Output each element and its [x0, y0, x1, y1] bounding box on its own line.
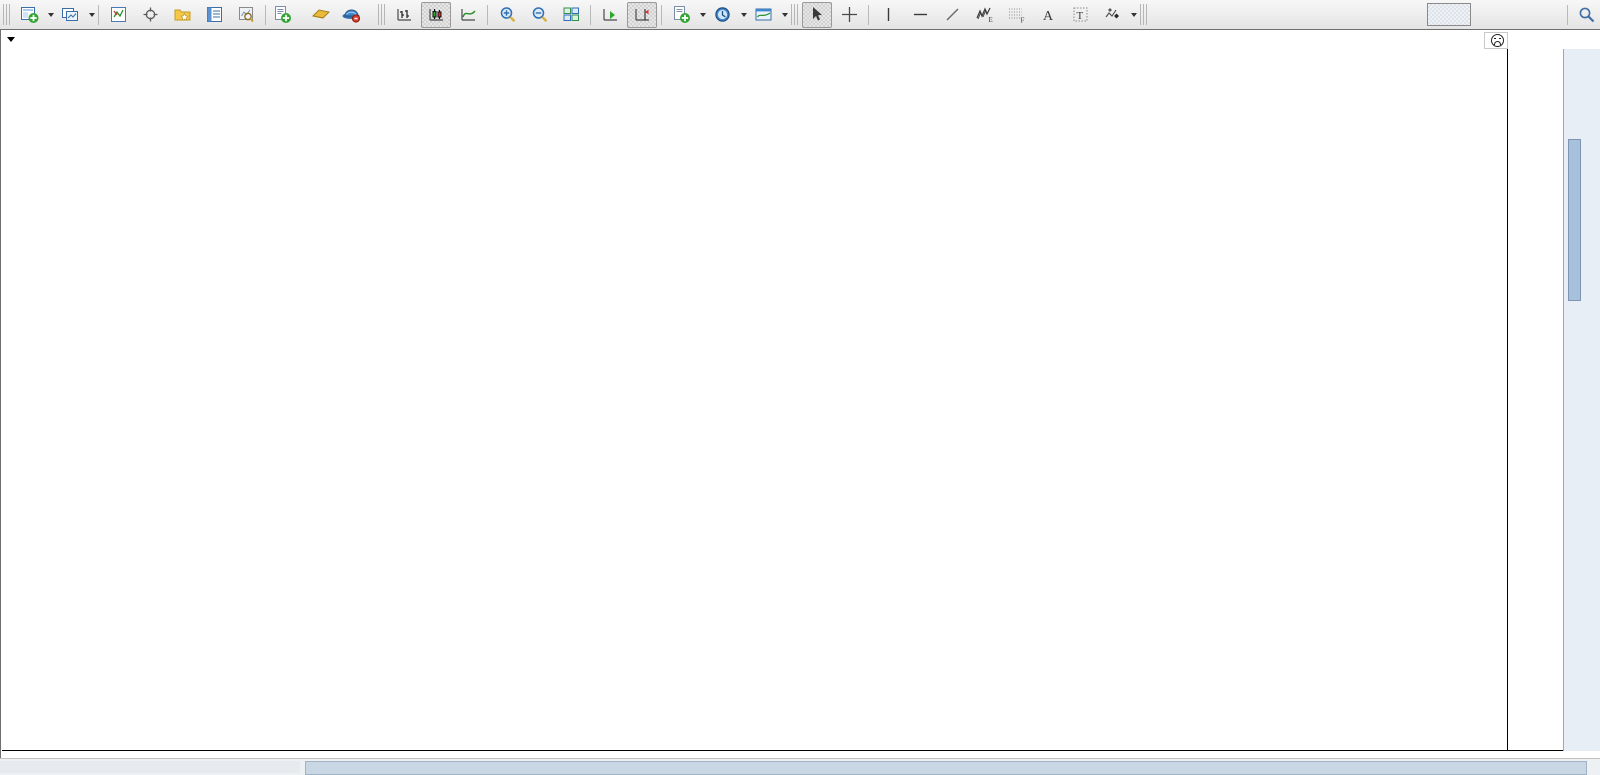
- timeframe-d1[interactable]: [1427, 3, 1471, 26]
- main-toolbar: E F A T: [0, 0, 1600, 30]
- toolbar-grip[interactable]: [3, 4, 10, 25]
- sad-face-icon: [1491, 34, 1504, 47]
- price-axis[interactable]: [1507, 49, 1564, 751]
- market-watch-button[interactable]: [103, 2, 133, 28]
- svg-text:A: A: [1043, 9, 1054, 24]
- chart-window[interactable]: [0, 29, 1600, 758]
- toolbar-separator: [661, 4, 662, 25]
- horizontal-scrollbar-thumb[interactable]: [305, 761, 1587, 775]
- chart-menu-caret[interactable]: [7, 37, 15, 42]
- chart-plot-area[interactable]: [2, 49, 1506, 735]
- profiles-dropdown-caret[interactable]: [89, 12, 95, 17]
- zoom-in-button[interactable]: [492, 2, 522, 28]
- text-label-button[interactable]: T: [1065, 2, 1095, 28]
- expert-advisor-status[interactable]: [1484, 32, 1508, 49]
- toolbar-separator: [868, 4, 869, 25]
- auto-scroll-button[interactable]: [595, 2, 625, 28]
- trendline-button[interactable]: [937, 2, 967, 28]
- new-chart-button[interactable]: [14, 2, 44, 28]
- timeframe-w1[interactable]: [1473, 3, 1517, 26]
- autotrading-button[interactable]: [338, 2, 374, 28]
- templates-dropdown-caret[interactable]: [700, 12, 706, 17]
- candlestick-chart-button[interactable]: [421, 1, 451, 28]
- svg-text:F: F: [1020, 17, 1024, 25]
- timeframe-m15[interactable]: [1243, 3, 1287, 26]
- navigator-button[interactable]: [167, 2, 197, 28]
- vertical-line-button[interactable]: [873, 2, 903, 28]
- new-order-button[interactable]: [270, 2, 304, 28]
- indicators-dropdown-caret[interactable]: [782, 12, 788, 17]
- elliott-wave-button[interactable]: E: [969, 2, 999, 28]
- vertical-scrollbar-thumb[interactable]: [1568, 139, 1581, 301]
- shapes-button[interactable]: [1097, 2, 1127, 28]
- templates-button[interactable]: [666, 2, 696, 28]
- timeframe-h4[interactable]: [1381, 3, 1425, 26]
- search-button[interactable]: [1572, 2, 1600, 28]
- toolbar-grip[interactable]: [791, 4, 798, 25]
- chart-shift-button[interactable]: [627, 1, 657, 28]
- timeframe-m5[interactable]: [1197, 3, 1241, 26]
- toolbar-grip[interactable]: [1140, 4, 1147, 25]
- svg-text:E: E: [988, 16, 992, 24]
- period-button[interactable]: [707, 2, 737, 28]
- toolbar-separator: [98, 4, 99, 25]
- toolbar-separator: [590, 4, 591, 25]
- cursor-button[interactable]: [802, 1, 832, 28]
- crosshair-button[interactable]: [834, 2, 864, 28]
- indicators-button[interactable]: [748, 2, 778, 28]
- toolbar-separator: [265, 4, 266, 25]
- tile-windows-button[interactable]: [556, 2, 586, 28]
- timeframe-h1[interactable]: [1335, 3, 1379, 26]
- chart-header: [1, 30, 1600, 49]
- toolbar-grip[interactable]: [378, 4, 385, 25]
- bar-chart-button[interactable]: [389, 2, 419, 28]
- metaeditor-button[interactable]: [306, 2, 336, 28]
- profiles-button[interactable]: [55, 2, 85, 28]
- timeframe-mn[interactable]: [1519, 3, 1563, 26]
- timeframe-m30[interactable]: [1289, 3, 1333, 26]
- zoom-out-button[interactable]: [524, 2, 554, 28]
- timeframe-m1[interactable]: [1151, 3, 1195, 26]
- data-window-button[interactable]: [135, 2, 165, 28]
- new-chart-dropdown-caret[interactable]: [48, 12, 54, 17]
- svg-text:T: T: [1076, 10, 1083, 22]
- text-a-button[interactable]: A: [1033, 2, 1063, 28]
- terminal-button[interactable]: [199, 2, 229, 28]
- toolbar-separator: [487, 4, 488, 25]
- period-dropdown-caret[interactable]: [741, 12, 747, 17]
- strategy-tester-button[interactable]: [231, 2, 261, 28]
- shapes-dropdown-caret[interactable]: [1131, 12, 1137, 17]
- horizontal-line-button[interactable]: [905, 2, 935, 28]
- horizontal-scrollbar-track-left[interactable]: [0, 761, 300, 773]
- line-chart-button[interactable]: [453, 2, 483, 28]
- fibonacci-button[interactable]: F: [1001, 2, 1031, 28]
- toolbar-separator: [1567, 4, 1568, 25]
- time-axis[interactable]: [2, 750, 1564, 774]
- vertical-scrollbar[interactable]: [1563, 49, 1600, 751]
- horizontal-scrollbar[interactable]: [0, 758, 1600, 775]
